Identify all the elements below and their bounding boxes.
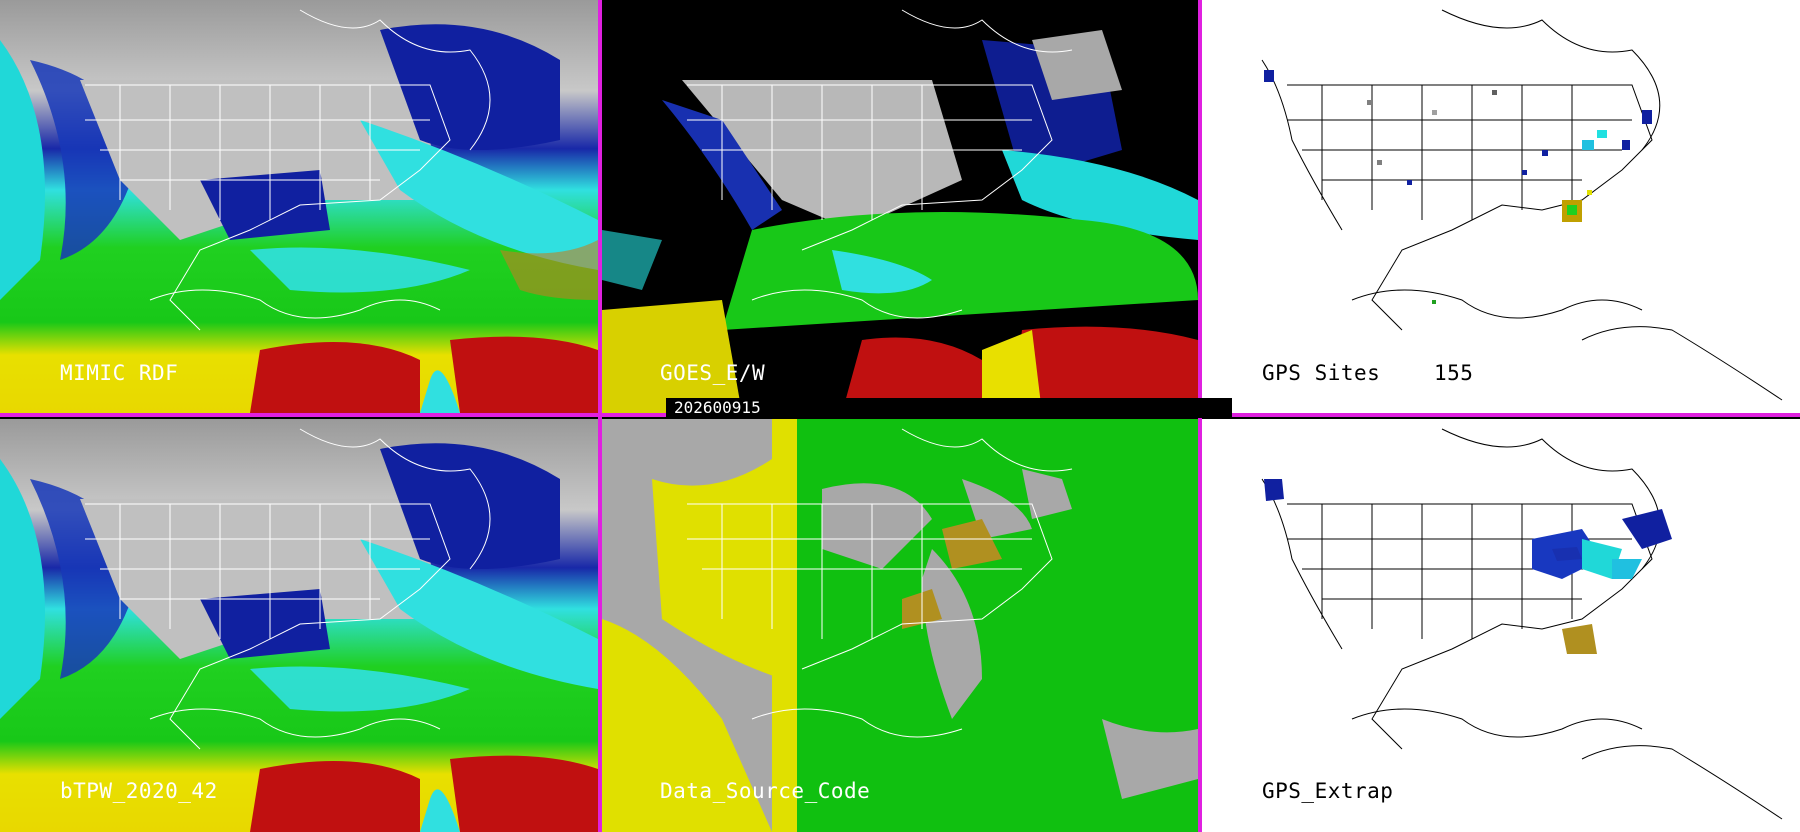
panel-data-source-code[interactable]: Data_Source_Code	[602, 419, 1198, 832]
gps-site-markers	[1264, 70, 1652, 304]
gps-extrap-map-image	[1202, 419, 1800, 832]
panel-goes-ew[interactable]: GOES_E/W	[602, 0, 1198, 413]
panel-label: GPS Sites	[1262, 361, 1381, 385]
panel-gps-sites[interactable]: GPS Sites 155	[1202, 0, 1800, 413]
date-bar: 202600915	[666, 398, 1232, 418]
btpw-map-image	[0, 419, 598, 832]
panel-mimic-rdf[interactable]: MIMIC RDF	[0, 0, 598, 413]
gps-site-count: 155	[1434, 361, 1474, 385]
goes-map-image	[602, 0, 1198, 413]
panel-label: MIMIC RDF	[60, 361, 179, 385]
panel-label: GOES_E/W	[660, 361, 766, 385]
panel-gps-extrap[interactable]: GPS_Extrap	[1202, 419, 1800, 832]
panel-label: Data_Source_Code	[660, 779, 871, 803]
tpw-map-image	[0, 0, 598, 413]
gps-sites-map-image	[1202, 0, 1800, 413]
gps-extrap-regions	[1264, 479, 1672, 654]
panel-btpw[interactable]: bTPW_2020_42	[0, 419, 598, 832]
panel-label: GPS_Extrap	[1262, 779, 1394, 803]
data-source-map-image	[602, 419, 1198, 832]
panel-label: bTPW_2020_42	[60, 779, 218, 803]
